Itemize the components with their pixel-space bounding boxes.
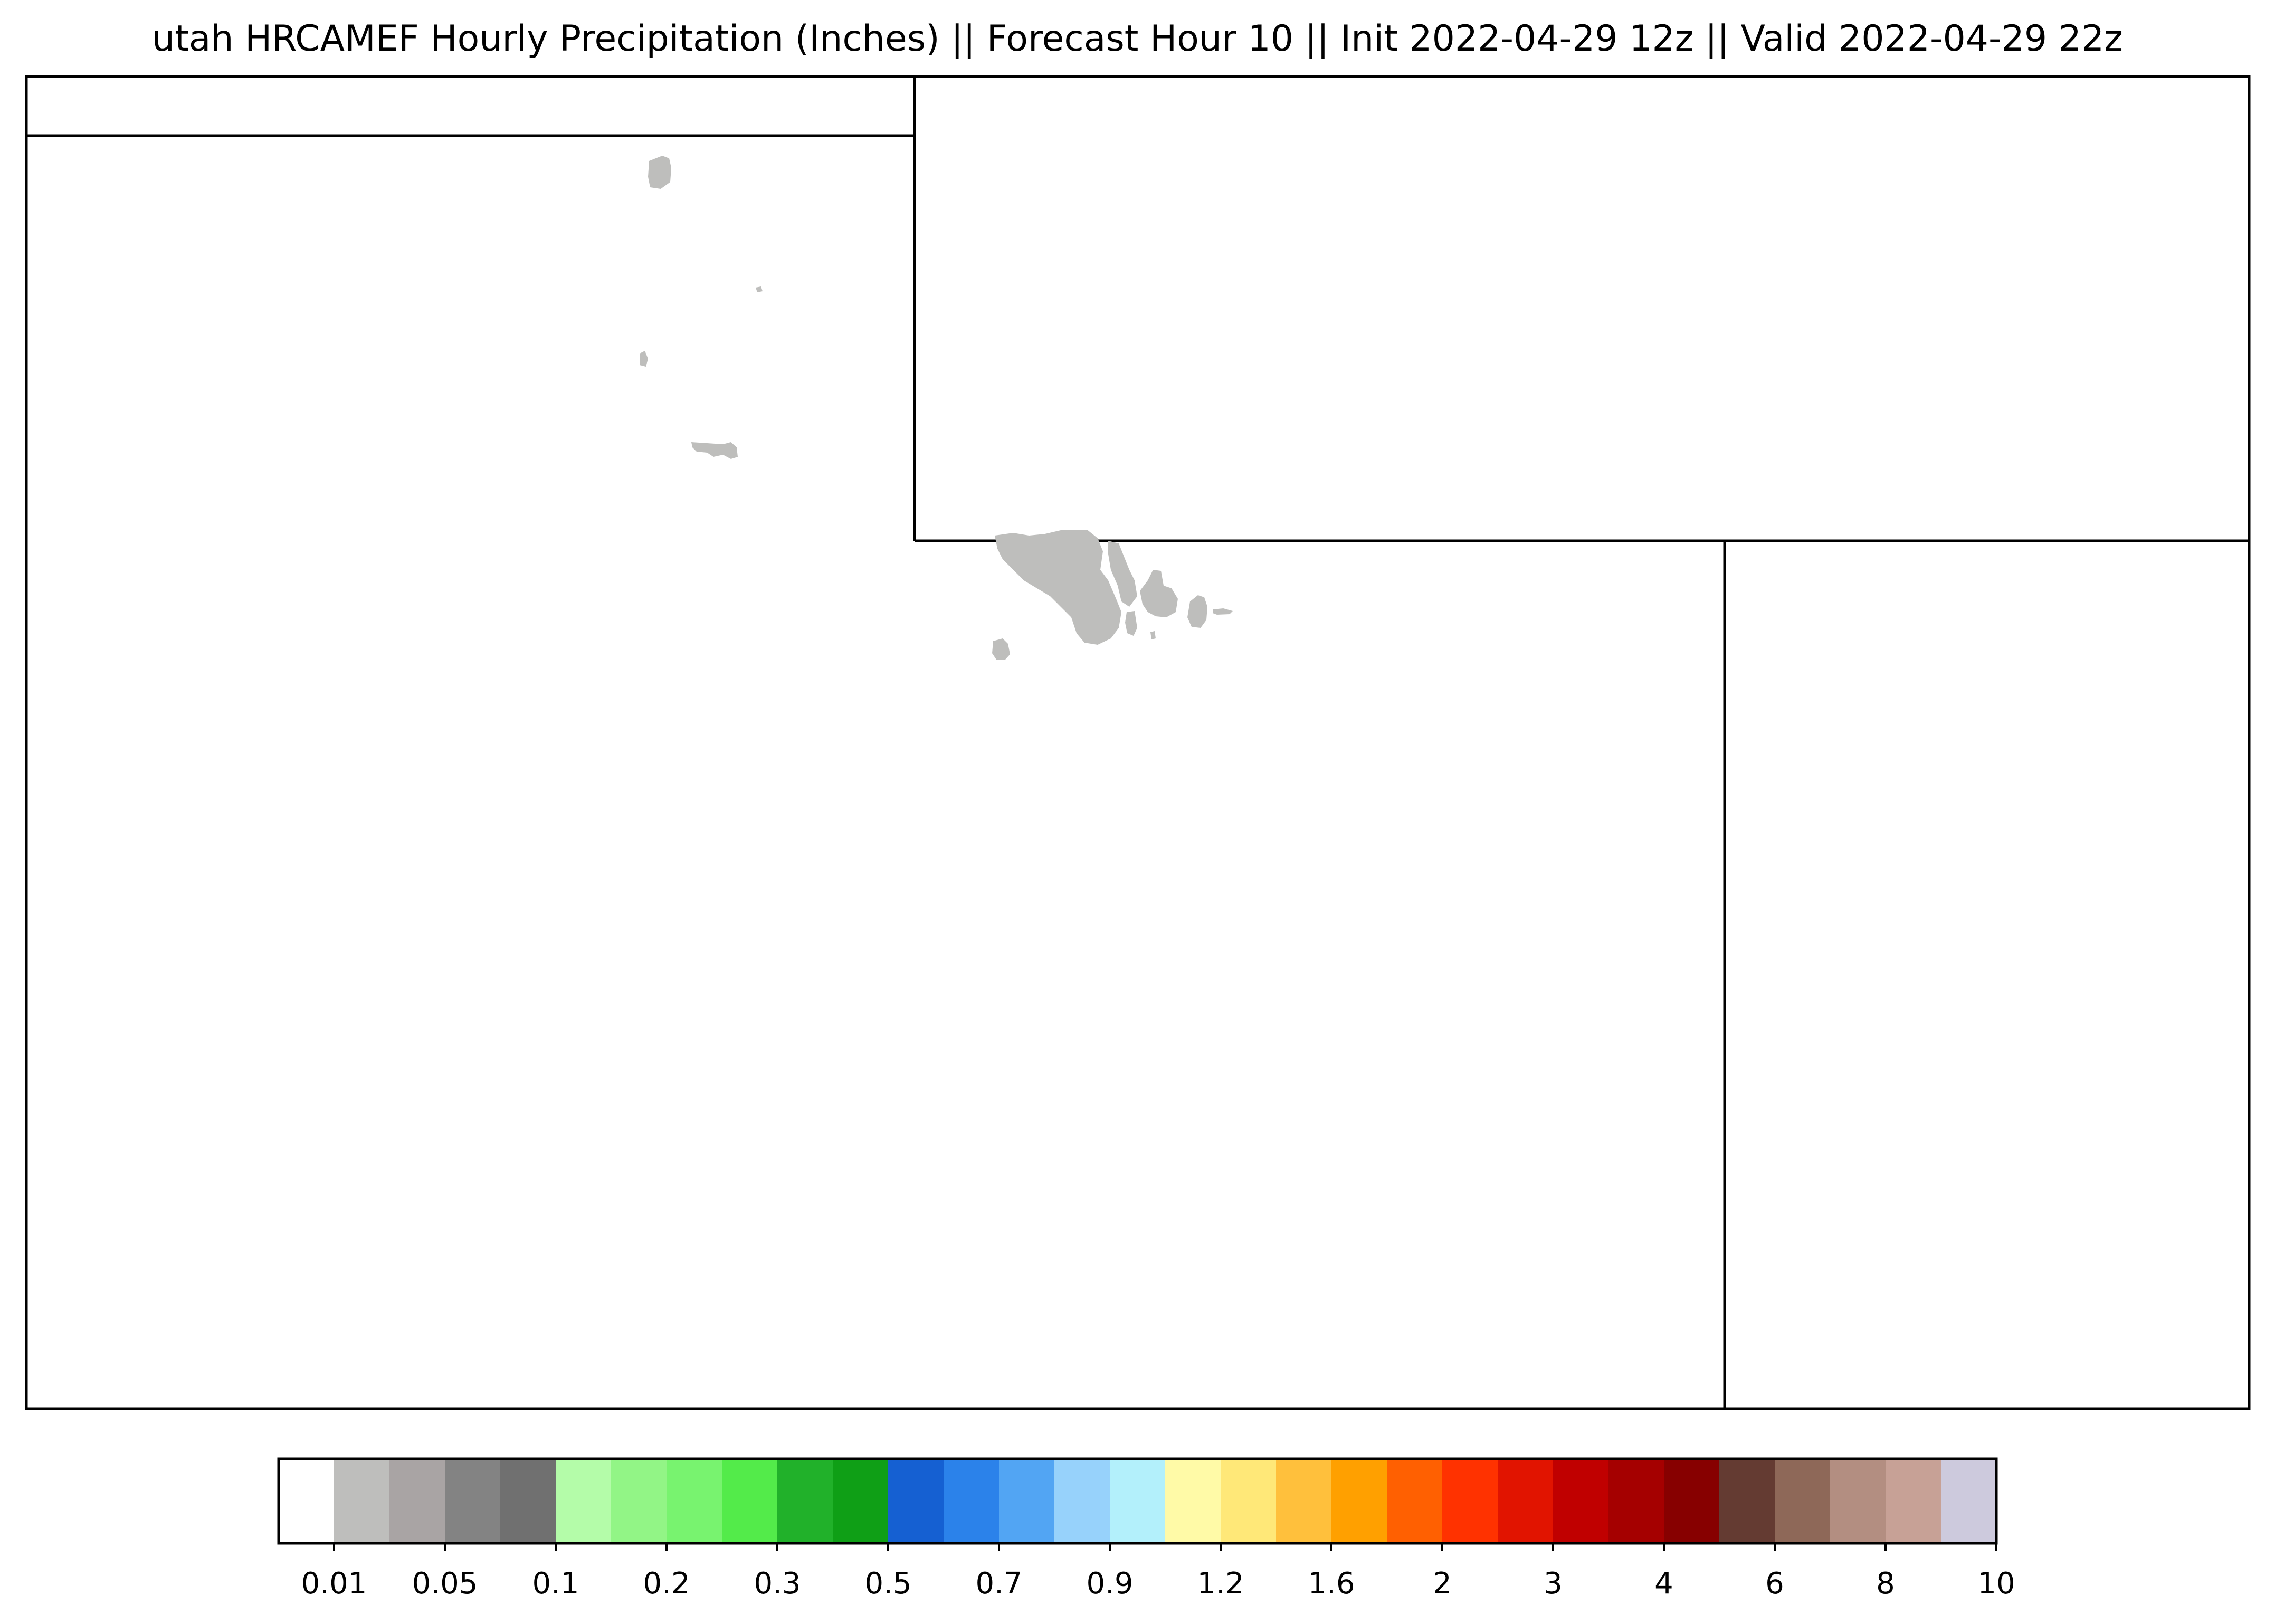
colorbar-tick-label: 1.2 bbox=[1197, 1566, 1244, 1601]
colorbar-swatch bbox=[722, 1459, 778, 1543]
colorbar-swatch bbox=[1498, 1459, 1554, 1543]
colorbar-tick-label: 0.2 bbox=[643, 1566, 690, 1601]
colorbar-swatch bbox=[1719, 1459, 1775, 1543]
colorbar-tick-label: 0.05 bbox=[412, 1566, 478, 1601]
precip-area bbox=[1125, 611, 1137, 636]
colorbar-swatch bbox=[500, 1459, 556, 1543]
colorbar-swatch bbox=[1442, 1459, 1498, 1543]
precip-area bbox=[995, 530, 1121, 645]
colorbar-swatch bbox=[833, 1459, 889, 1543]
colorbar-tick-label: 0.1 bbox=[532, 1566, 579, 1601]
colorbar-swatches bbox=[279, 1459, 1997, 1543]
colorbar-tick-label: 10 bbox=[1977, 1566, 2015, 1601]
colorbar-frame bbox=[277, 1457, 1998, 1545]
map-frame bbox=[25, 75, 2251, 1410]
precip-areas bbox=[640, 156, 1233, 660]
precip-area bbox=[1140, 570, 1178, 617]
state-borders bbox=[26, 77, 2249, 1409]
colorbar-tick-label: 2 bbox=[1433, 1566, 1452, 1601]
colorbar-swatch bbox=[1553, 1459, 1609, 1543]
colorbar-swatch bbox=[1941, 1459, 1997, 1543]
precip-area bbox=[1213, 608, 1233, 615]
colorbar-swatch bbox=[1608, 1459, 1664, 1543]
precipitation-map bbox=[25, 75, 2251, 1410]
precip-area bbox=[640, 351, 648, 367]
precip-area bbox=[992, 638, 1010, 660]
colorbar-swatch bbox=[556, 1459, 612, 1543]
precip-area bbox=[691, 442, 738, 459]
colorbar-swatch bbox=[667, 1459, 722, 1543]
colorbar-swatch bbox=[611, 1459, 667, 1543]
colorbar-swatch bbox=[999, 1459, 1055, 1543]
colorbar-tick-label: 6 bbox=[1765, 1566, 1784, 1601]
colorbar-tick-label: 4 bbox=[1654, 1566, 1673, 1601]
colorbar-swatch bbox=[1221, 1459, 1277, 1543]
colorbar-swatch bbox=[888, 1459, 944, 1543]
colorbar-tick-label: 3 bbox=[1544, 1566, 1563, 1601]
colorbar-tick-label: 0.9 bbox=[1086, 1566, 1133, 1601]
colorbar-swatch bbox=[389, 1459, 445, 1543]
colorbar-swatch bbox=[1331, 1459, 1387, 1543]
colorbar-swatch bbox=[1886, 1459, 1941, 1543]
colorbar-tick-label: 8 bbox=[1876, 1566, 1895, 1601]
colorbar-ticks: 0.01 0.05 0.1 0.2 0.3 0.5 0.7 0.9 1.2 1.6 2 3 4 6 8 10 bbox=[301, 1543, 2015, 1601]
colorbar-swatch bbox=[1664, 1459, 1720, 1543]
colorbar-swatch bbox=[279, 1459, 335, 1543]
precip-area bbox=[1108, 541, 1137, 607]
colorbar-swatch bbox=[1775, 1459, 1831, 1543]
colorbar-swatch bbox=[334, 1459, 390, 1543]
colorbar-swatch bbox=[1165, 1459, 1221, 1543]
colorbar-swatch bbox=[777, 1459, 833, 1543]
colorbar-swatch bbox=[944, 1459, 1000, 1543]
colorbar-tick-label: 0.7 bbox=[975, 1566, 1022, 1601]
colorbar-swatch bbox=[1110, 1459, 1166, 1543]
colorbar-tick-label: 0.3 bbox=[754, 1566, 801, 1601]
colorbar-swatch bbox=[1830, 1459, 1886, 1543]
colorbar-swatch bbox=[1276, 1459, 1332, 1543]
colorbar-tick-label: 0.01 bbox=[301, 1566, 367, 1601]
precip-area bbox=[648, 156, 671, 189]
colorbar-swatch bbox=[1387, 1459, 1443, 1543]
colorbar-swatch bbox=[1054, 1459, 1110, 1543]
colorbar-tick-label: 1.6 bbox=[1308, 1566, 1355, 1601]
colorbar-swatch bbox=[445, 1459, 501, 1543]
precip-area bbox=[756, 286, 763, 292]
precip-area bbox=[1187, 595, 1207, 628]
map-title: utah HRCAMEF Hourly Precipitation (Inche… bbox=[152, 18, 2123, 60]
colorbar-tick-label: 0.5 bbox=[864, 1566, 911, 1601]
precip-area bbox=[1150, 631, 1156, 639]
